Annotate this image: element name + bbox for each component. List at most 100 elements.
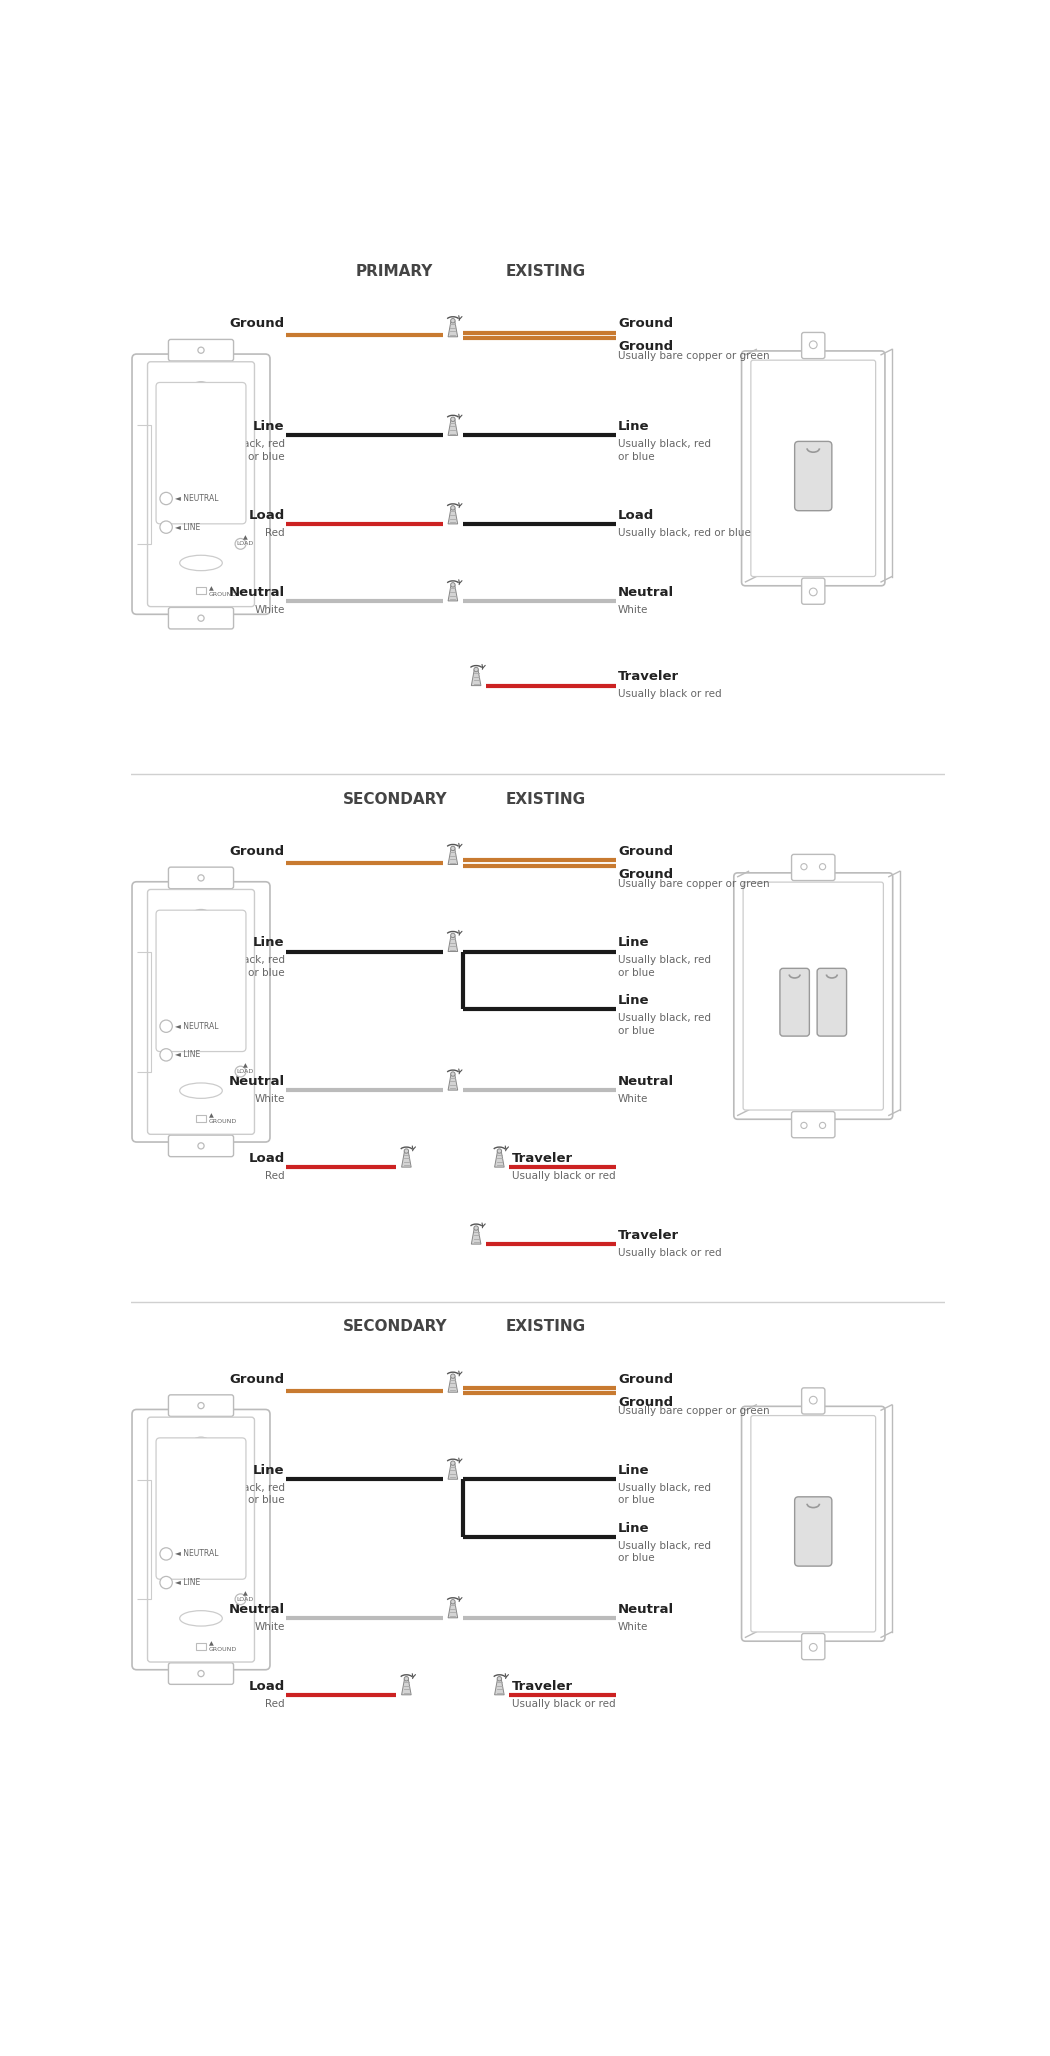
Text: White: White (254, 604, 285, 615)
Text: Usually black, red
or blue: Usually black, red or blue (618, 956, 711, 979)
Text: Neutral: Neutral (229, 1602, 285, 1616)
Circle shape (744, 884, 753, 892)
Text: Usually bare copper or green: Usually bare copper or green (618, 1406, 770, 1417)
Text: ▲
LOAD: ▲ LOAD (236, 537, 254, 547)
Text: Traveler: Traveler (511, 1151, 573, 1166)
Text: Load: Load (618, 508, 654, 522)
Circle shape (450, 506, 455, 510)
FancyBboxPatch shape (795, 442, 832, 510)
Text: ▲
GROUND: ▲ GROUND (209, 1114, 237, 1125)
Circle shape (753, 1622, 760, 1630)
Text: Ground: Ground (618, 1396, 673, 1408)
Circle shape (450, 582, 455, 588)
Circle shape (235, 1593, 246, 1604)
Text: Ground: Ground (618, 341, 673, 354)
Text: Usually black or red: Usually black or red (511, 1698, 615, 1709)
Text: ▲
GROUND: ▲ GROUND (209, 1641, 237, 1653)
Text: Traveler: Traveler (618, 1229, 679, 1242)
FancyBboxPatch shape (780, 968, 810, 1036)
Circle shape (866, 1622, 874, 1630)
FancyBboxPatch shape (743, 882, 883, 1110)
Circle shape (874, 1100, 882, 1108)
FancyBboxPatch shape (156, 1437, 246, 1579)
Text: PRIMARY: PRIMARY (356, 263, 434, 280)
Circle shape (450, 319, 455, 323)
Polygon shape (448, 321, 458, 337)
Ellipse shape (192, 1437, 210, 1447)
Circle shape (744, 1100, 753, 1108)
Circle shape (497, 1676, 502, 1682)
Circle shape (810, 1519, 817, 1528)
FancyBboxPatch shape (792, 855, 835, 880)
FancyBboxPatch shape (196, 1643, 206, 1649)
Polygon shape (448, 849, 458, 864)
Text: Usually black or red: Usually black or red (511, 1172, 615, 1180)
Polygon shape (448, 1073, 458, 1090)
Text: EXISTING: EXISTING (506, 1320, 586, 1334)
Circle shape (810, 465, 817, 473)
Text: Line: Line (253, 935, 285, 950)
Polygon shape (471, 1227, 481, 1244)
Circle shape (160, 1548, 172, 1561)
Text: Ground: Ground (230, 845, 285, 857)
Text: Line: Line (618, 419, 650, 434)
Circle shape (160, 1049, 172, 1061)
Text: Load: Load (249, 1151, 285, 1166)
Text: Ground: Ground (618, 317, 673, 331)
Text: White: White (618, 1094, 648, 1104)
Polygon shape (448, 1602, 458, 1618)
Circle shape (866, 1417, 874, 1425)
Text: ▲
GROUND: ▲ GROUND (209, 586, 237, 596)
FancyBboxPatch shape (168, 339, 233, 362)
Text: Ground: Ground (230, 317, 285, 331)
Circle shape (235, 539, 246, 549)
Circle shape (197, 615, 204, 621)
Text: ◄ LINE: ◄ LINE (175, 1051, 201, 1059)
FancyBboxPatch shape (168, 607, 233, 629)
FancyBboxPatch shape (801, 333, 825, 358)
Text: Ground: Ground (618, 868, 673, 880)
Text: Usually black, red
or blue: Usually black, red or blue (618, 1540, 711, 1563)
FancyBboxPatch shape (132, 1410, 270, 1669)
FancyBboxPatch shape (168, 868, 233, 888)
Text: Usually black or red: Usually black or red (618, 1248, 721, 1258)
FancyBboxPatch shape (741, 1406, 885, 1641)
Polygon shape (471, 670, 481, 685)
Text: ◄ NEUTRAL: ◄ NEUTRAL (175, 1022, 219, 1030)
Text: Usually black, red
or blue: Usually black, red or blue (192, 440, 285, 463)
Ellipse shape (192, 909, 210, 919)
Text: Usually black, red or blue: Usually black, red or blue (618, 528, 751, 539)
Circle shape (450, 1071, 455, 1075)
Text: ◄ LINE: ◄ LINE (175, 1579, 201, 1587)
Circle shape (197, 347, 204, 354)
Text: Ground: Ground (618, 845, 673, 857)
Circle shape (819, 1123, 825, 1129)
Text: Neutral: Neutral (618, 586, 674, 598)
Circle shape (160, 1577, 172, 1589)
Circle shape (160, 1020, 172, 1032)
Text: SECONDARY: SECONDARY (342, 792, 447, 806)
Text: EXISTING: EXISTING (506, 792, 586, 806)
Circle shape (160, 520, 172, 533)
FancyBboxPatch shape (196, 588, 206, 594)
Circle shape (866, 567, 874, 576)
Text: Usually black, red
or blue: Usually black, red or blue (192, 956, 285, 979)
Text: White: White (254, 1094, 285, 1104)
Text: ◄ NEUTRAL: ◄ NEUTRAL (175, 493, 219, 504)
Text: SECONDARY: SECONDARY (342, 1320, 447, 1334)
Circle shape (197, 1143, 204, 1149)
Ellipse shape (180, 1084, 223, 1098)
Circle shape (753, 1417, 760, 1425)
Text: White: White (618, 604, 648, 615)
FancyBboxPatch shape (801, 1632, 825, 1659)
FancyBboxPatch shape (801, 1388, 825, 1415)
Ellipse shape (192, 382, 210, 391)
FancyBboxPatch shape (792, 1112, 835, 1137)
Circle shape (450, 933, 455, 938)
Polygon shape (448, 584, 458, 600)
Circle shape (753, 362, 760, 370)
FancyBboxPatch shape (168, 1663, 233, 1684)
Circle shape (450, 1600, 455, 1604)
Text: Load: Load (249, 1680, 285, 1692)
Circle shape (497, 1149, 502, 1153)
